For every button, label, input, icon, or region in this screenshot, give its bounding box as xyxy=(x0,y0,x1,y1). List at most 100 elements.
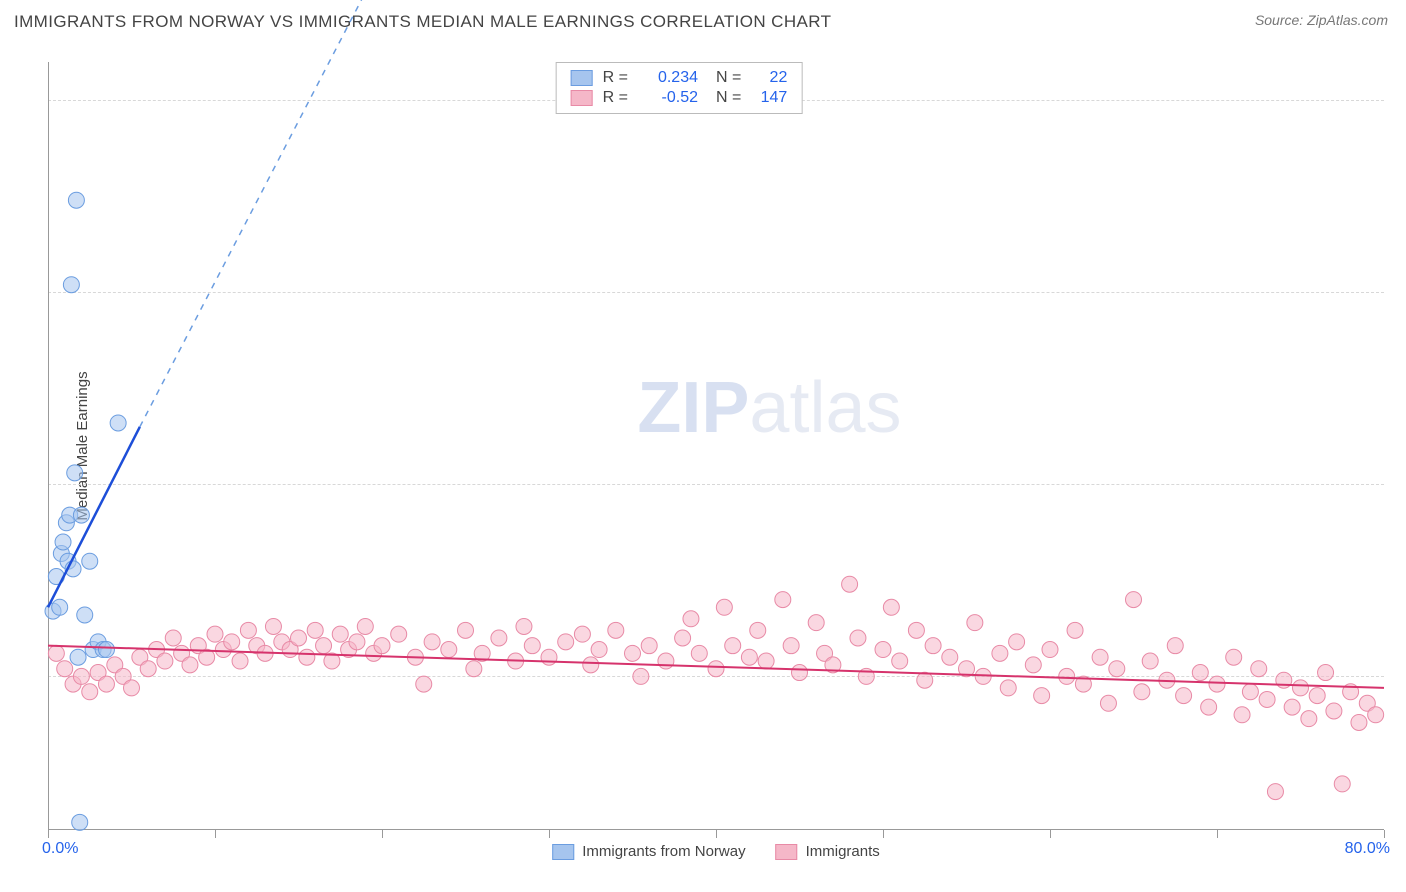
scatter-point xyxy=(1351,714,1367,730)
scatter-point xyxy=(1201,699,1217,715)
scatter-point xyxy=(741,649,757,665)
scatter-point xyxy=(608,622,624,638)
scatter-point xyxy=(307,622,323,638)
scatter-point xyxy=(716,599,732,615)
scatter-point xyxy=(140,661,156,677)
scatter-point xyxy=(1167,638,1183,654)
scatter-point xyxy=(77,607,93,623)
n-label-2: N = xyxy=(716,89,741,107)
scatter-point xyxy=(1109,661,1125,677)
scatter-point xyxy=(1293,680,1309,696)
immigrants-n-value: 147 xyxy=(751,89,787,107)
scatter-point xyxy=(182,657,198,673)
x-axis-min-label: 0.0% xyxy=(42,840,78,858)
scatter-point xyxy=(1009,634,1025,650)
norway-legend-label: Immigrants from Norway xyxy=(582,843,745,860)
scatter-point xyxy=(808,615,824,631)
scatter-point xyxy=(842,576,858,592)
scatter-point xyxy=(1251,661,1267,677)
scatter-point xyxy=(1142,653,1158,669)
scatter-point xyxy=(98,642,114,658)
source-attribution: Source: ZipAtlas.com xyxy=(1255,12,1388,28)
scatter-point xyxy=(110,415,126,431)
x-tick xyxy=(883,830,884,838)
scatter-point xyxy=(1192,665,1208,681)
scatter-point xyxy=(72,814,88,830)
scatter-point xyxy=(908,622,924,638)
scatter-svg xyxy=(48,62,1384,830)
legend-item-immigrants: Immigrants xyxy=(776,843,880,860)
scatter-point xyxy=(1100,695,1116,711)
scatter-point xyxy=(68,192,84,208)
scatter-point xyxy=(1326,703,1342,719)
scatter-point xyxy=(73,507,89,523)
scatter-point xyxy=(992,645,1008,661)
x-tick xyxy=(716,830,717,838)
scatter-point xyxy=(675,630,691,646)
scatter-point xyxy=(917,672,933,688)
scatter-point xyxy=(1259,691,1275,707)
scatter-point xyxy=(1301,711,1317,727)
scatter-point xyxy=(850,630,866,646)
scatter-point xyxy=(750,622,766,638)
scatter-point xyxy=(892,653,908,669)
scatter-point xyxy=(416,676,432,692)
scatter-point xyxy=(758,653,774,669)
scatter-point xyxy=(1176,688,1192,704)
scatter-point xyxy=(240,622,256,638)
scatter-point xyxy=(232,653,248,669)
scatter-point xyxy=(52,599,68,615)
scatter-point xyxy=(316,638,332,654)
scatter-point xyxy=(157,653,173,669)
scatter-point xyxy=(424,634,440,650)
scatter-point xyxy=(775,592,791,608)
scatter-point xyxy=(1042,642,1058,658)
y-tick-label: $100,000 xyxy=(1389,475,1406,493)
norway-legend-swatch-icon xyxy=(552,844,574,860)
scatter-point xyxy=(967,615,983,631)
x-tick xyxy=(549,830,550,838)
scatter-point xyxy=(524,638,540,654)
scatter-point xyxy=(1284,699,1300,715)
scatter-point xyxy=(641,638,657,654)
chart-title: IMMIGRANTS FROM NORWAY VS IMMIGRANTS MED… xyxy=(14,12,831,32)
legend-item-norway: Immigrants from Norway xyxy=(552,843,745,860)
scatter-point xyxy=(70,649,86,665)
scatter-point xyxy=(792,665,808,681)
r-label-2: R = xyxy=(603,89,628,107)
norway-r-value: 0.234 xyxy=(638,69,698,87)
scatter-point xyxy=(63,277,79,293)
immigrants-swatch-icon xyxy=(571,90,593,106)
scatter-point xyxy=(591,642,607,658)
scatter-point xyxy=(541,649,557,665)
scatter-point xyxy=(291,630,307,646)
scatter-point xyxy=(67,465,83,481)
scatter-point xyxy=(1368,707,1384,723)
scatter-point xyxy=(48,645,64,661)
scatter-point xyxy=(391,626,407,642)
x-tick xyxy=(1384,830,1385,838)
scatter-point xyxy=(1309,688,1325,704)
scatter-point xyxy=(82,684,98,700)
scatter-point xyxy=(1334,776,1350,792)
scatter-point xyxy=(1059,668,1075,684)
scatter-point xyxy=(349,634,365,650)
x-tick xyxy=(1217,830,1218,838)
chart-header: IMMIGRANTS FROM NORWAY VS IMMIGRANTS MED… xyxy=(0,0,1406,44)
scatter-point xyxy=(73,668,89,684)
scatter-point xyxy=(1092,649,1108,665)
legend-bottom: Immigrants from Norway Immigrants xyxy=(552,843,880,860)
scatter-point xyxy=(98,676,114,692)
scatter-point xyxy=(1226,649,1242,665)
correlation-stats-box: R = 0.234 N = 22 R = -0.52 N = 147 xyxy=(556,62,803,114)
source-prefix: Source: xyxy=(1255,12,1307,28)
scatter-point xyxy=(691,645,707,661)
scatter-point xyxy=(1209,676,1225,692)
scatter-point xyxy=(875,642,891,658)
scatter-point xyxy=(265,618,281,634)
y-tick-label: $150,000 xyxy=(1389,283,1406,301)
scatter-point xyxy=(883,599,899,615)
scatter-point xyxy=(633,668,649,684)
stats-row-norway: R = 0.234 N = 22 xyxy=(571,69,788,87)
scatter-point xyxy=(1267,784,1283,800)
